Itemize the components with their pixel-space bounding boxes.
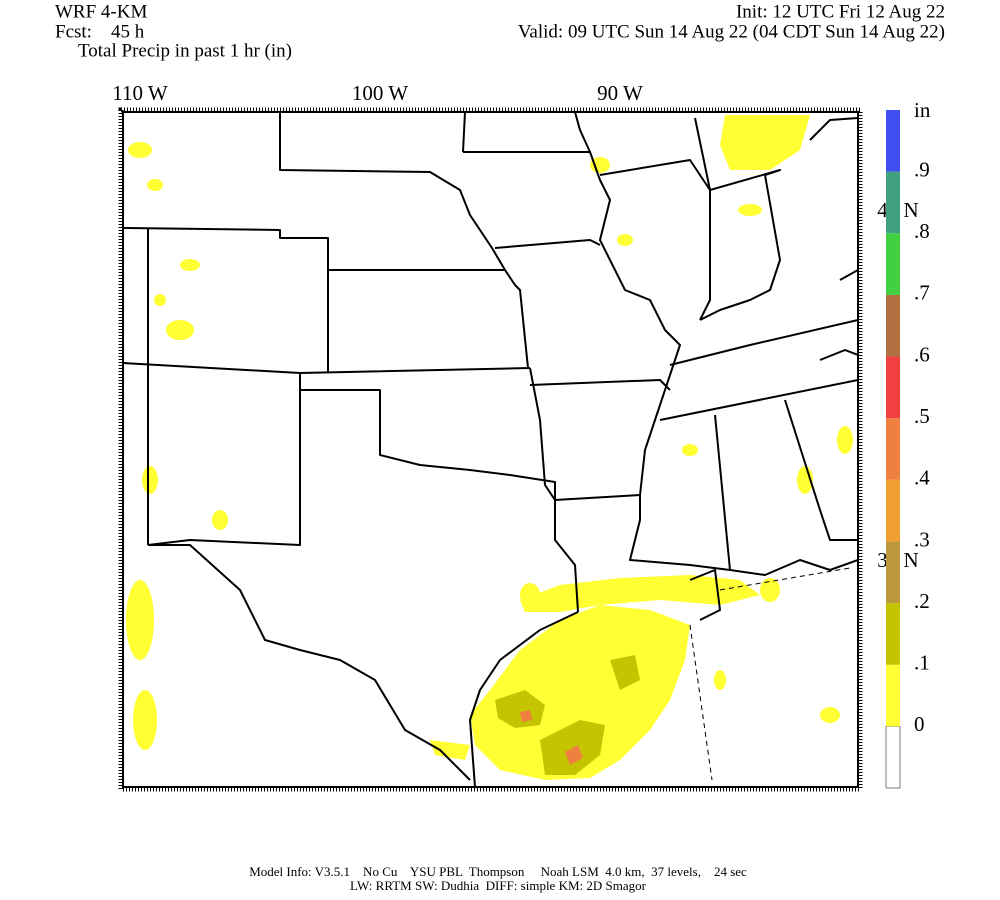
colorbar-label: .5: [914, 404, 930, 428]
colorbar-segment: [886, 418, 900, 480]
colorbar-label: .9: [914, 157, 930, 181]
colorbar-unit: in: [914, 98, 931, 122]
colorbar-segment: [886, 233, 900, 295]
colorbar-segment: [886, 356, 900, 419]
longitude-label: 100 W: [352, 81, 408, 105]
map: [118, 107, 863, 792]
colorbar-label: .4: [914, 466, 930, 490]
longitude-label: 110 W: [112, 81, 168, 105]
colorbar-segment: [886, 110, 900, 172]
colorbar-segment: [886, 541, 900, 604]
colorbar-label: 0: [914, 712, 925, 736]
field-name: Total Precip in past 1 hr (in): [78, 40, 292, 61]
model-info: LW: RRTM SW: Dudhia DIFF: simple KM: 2D …: [350, 878, 647, 893]
colorbar-segment: [886, 664, 900, 727]
colorbar-label: .8: [914, 219, 930, 243]
model-name: WRF 4-KM: [55, 1, 147, 22]
colorbar-label: .7: [914, 281, 930, 305]
valid-time: Valid: 09 UTC Sun 14 Aug 22 (04 CDT Sun …: [518, 21, 945, 42]
colorbar-segment: [886, 479, 900, 542]
precip-areas: [126, 115, 853, 780]
init-time: Init: 12 UTC Fri 12 Aug 22: [736, 1, 945, 22]
colorbar-segment: [886, 294, 900, 357]
colorbar-label: .6: [914, 342, 930, 366]
longitude-label: 90 W: [597, 81, 643, 105]
model-info: Model Info: V3.5.1 No Cu YSU PBL Thompso…: [249, 864, 747, 879]
colorbar-label: .3: [914, 527, 930, 551]
colorbar-label: .1: [914, 651, 930, 675]
forecast-hour: Fcst: 45 h: [55, 21, 145, 42]
colorbar-label: .2: [914, 589, 930, 613]
colorbar-segment: [886, 603, 900, 665]
colorbar-segment: [885, 726, 901, 789]
state-boundaries: [123, 112, 858, 787]
colorbar: 0 .1 .2 .3 .4 .5 .6 .7 .8 .9 in: [885, 98, 931, 789]
colorbar-segment: [886, 171, 900, 234]
